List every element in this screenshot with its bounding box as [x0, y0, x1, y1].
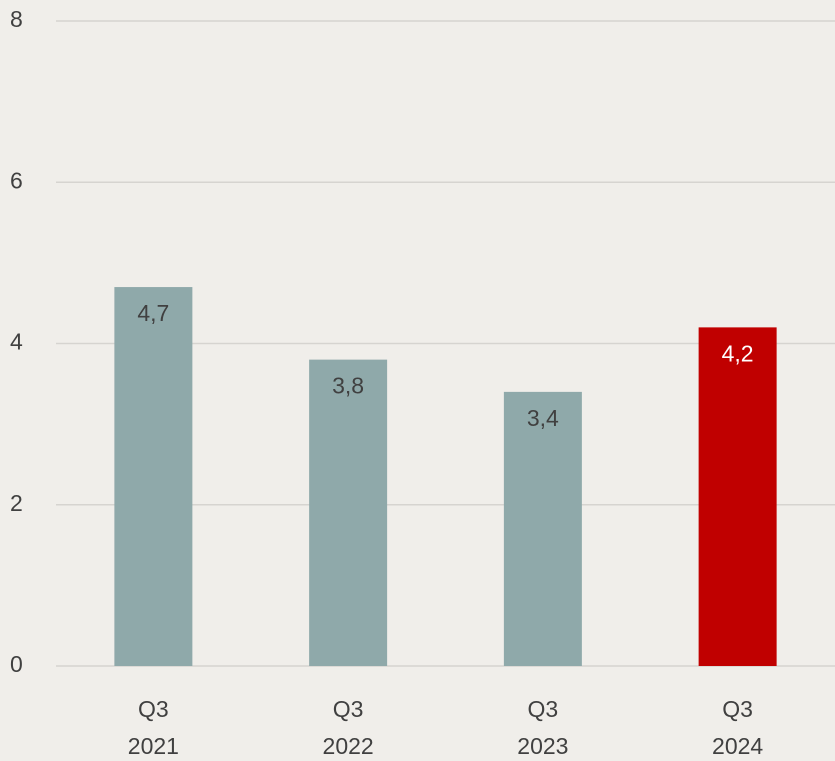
y-tick-label: 6 — [10, 167, 23, 193]
data-label: 4,2 — [722, 340, 754, 366]
bar — [114, 287, 193, 666]
x-tick-label: 2023 — [517, 733, 568, 759]
x-tick-label: 2021 — [128, 733, 179, 759]
bar — [309, 359, 388, 666]
x-tick-label: Q3 — [722, 696, 753, 722]
x-tick-label: Q3 — [528, 696, 559, 722]
y-tick-label: 0 — [10, 651, 23, 677]
y-tick-label: 2 — [10, 490, 23, 516]
bar — [503, 391, 582, 666]
data-label: 3,4 — [527, 405, 559, 431]
x-tick-label: Q3 — [333, 696, 364, 722]
x-tick-label: 2022 — [323, 733, 374, 759]
data-label: 4,7 — [137, 300, 169, 326]
y-tick-label: 4 — [10, 329, 23, 355]
bar — [698, 327, 777, 666]
y-tick-label: 8 — [10, 6, 23, 32]
x-tick-label: 2024 — [712, 733, 763, 759]
x-tick-label: Q3 — [138, 696, 169, 722]
data-label: 3,8 — [332, 373, 364, 399]
